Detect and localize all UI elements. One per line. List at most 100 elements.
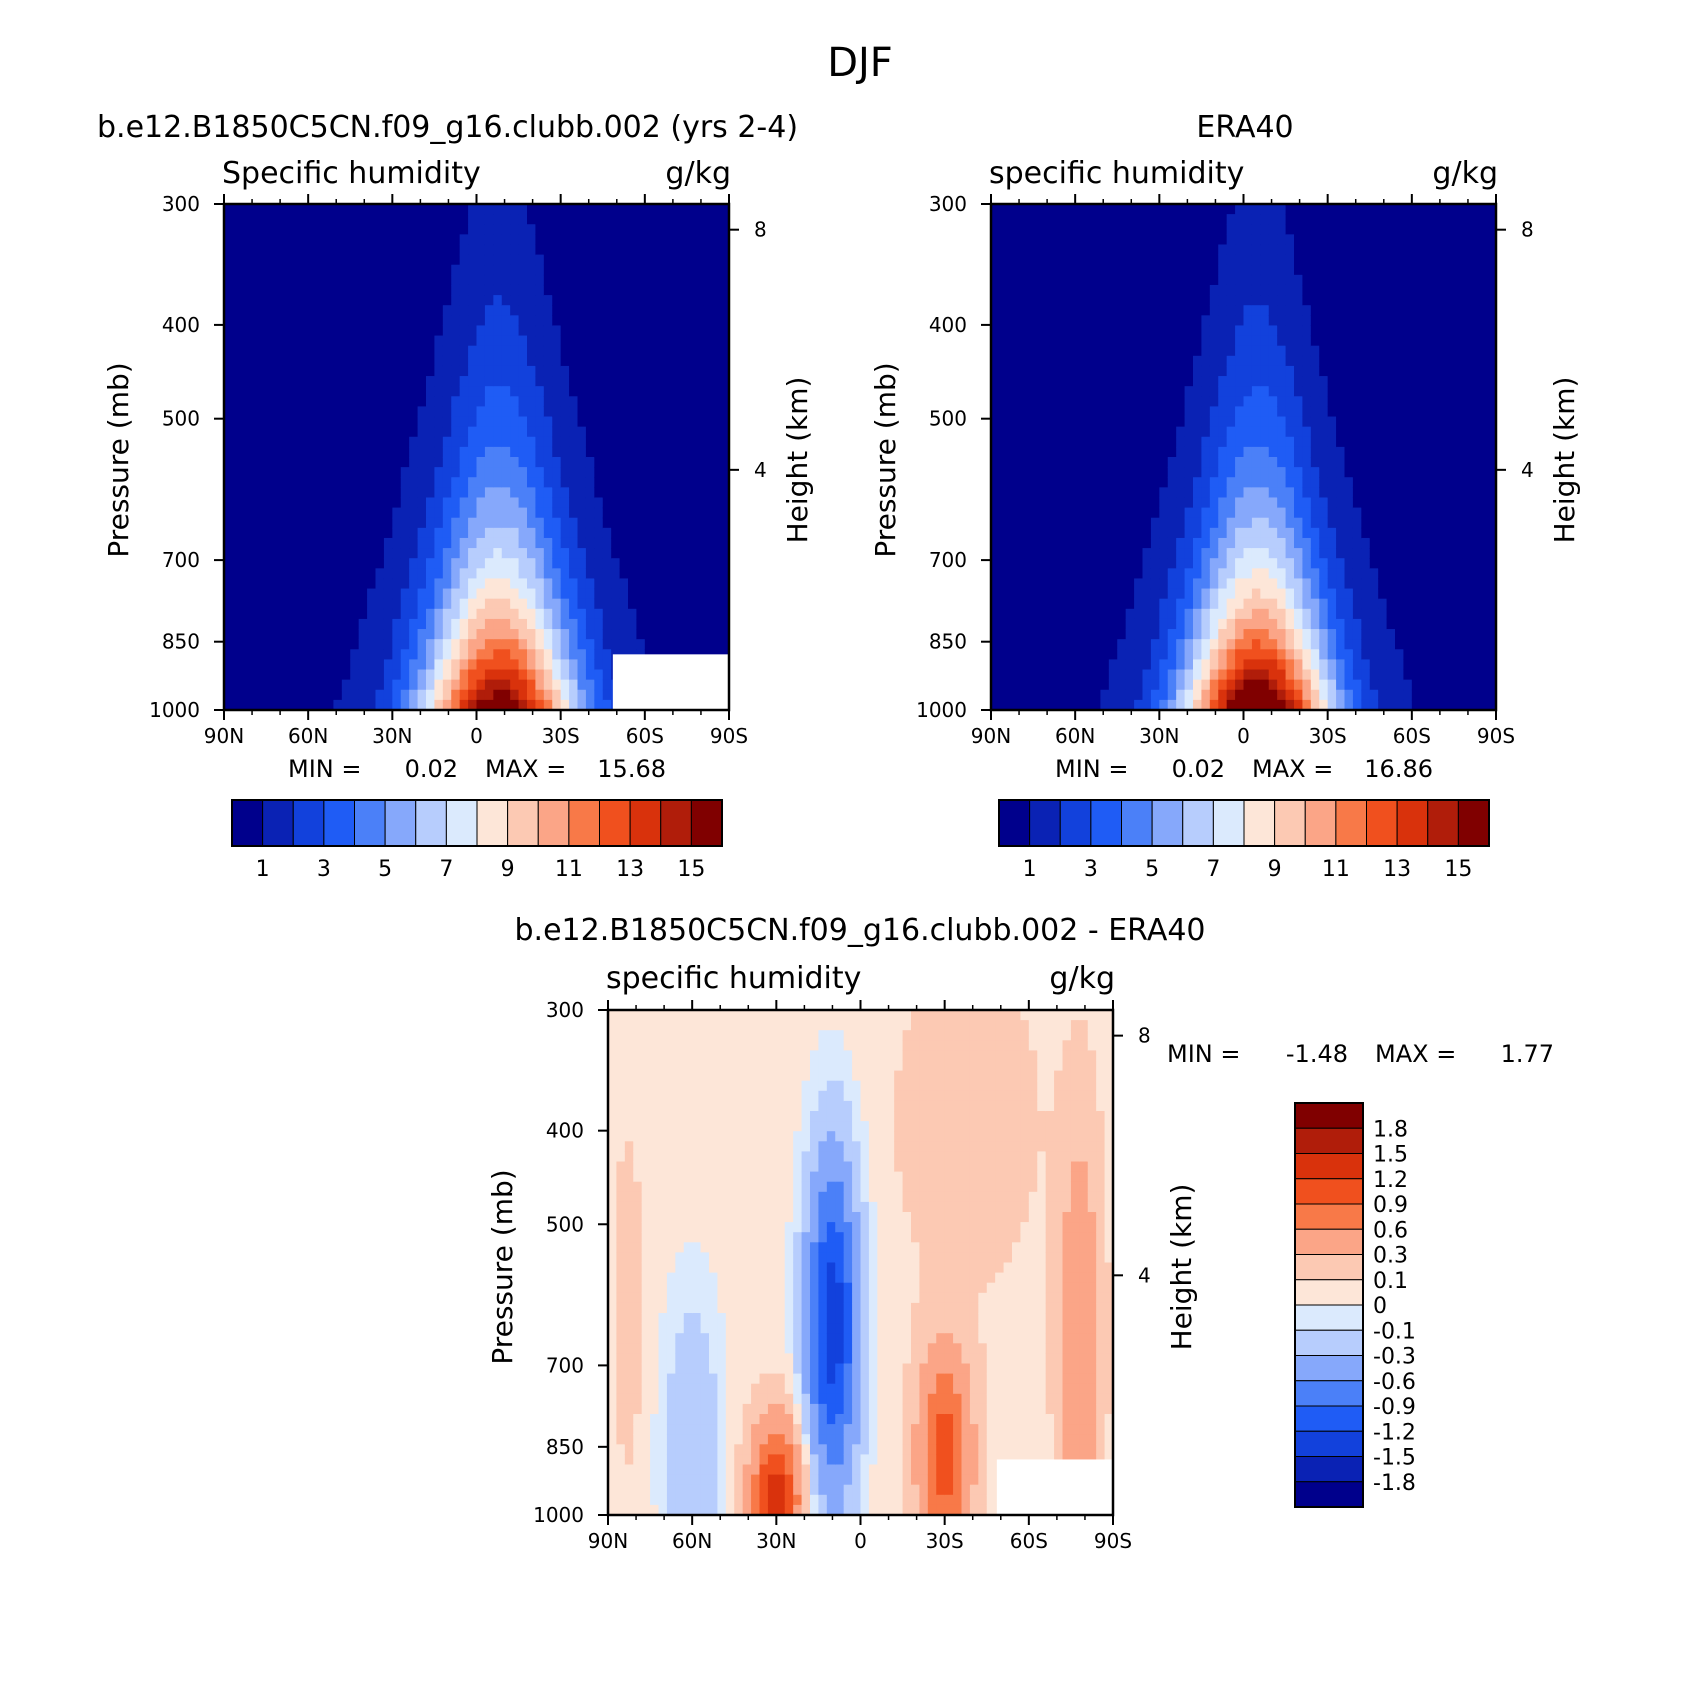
contour-cell bbox=[636, 639, 646, 650]
contour-cell bbox=[476, 436, 486, 448]
contour-cell bbox=[282, 426, 292, 438]
contour-cell bbox=[695, 588, 705, 600]
contour-cell bbox=[291, 335, 301, 347]
contour-cell bbox=[703, 396, 713, 407]
contour-cell bbox=[594, 315, 604, 327]
contour-cell bbox=[468, 639, 478, 650]
colorbar-swatch bbox=[231, 799, 264, 847]
contour-cell bbox=[1150, 406, 1160, 418]
contour-cell bbox=[316, 608, 326, 620]
contour-cell bbox=[991, 537, 1001, 549]
contour-cell bbox=[518, 416, 528, 428]
contour-cell bbox=[1024, 254, 1034, 266]
contour-cell bbox=[1075, 345, 1085, 357]
contour-cell bbox=[1142, 487, 1152, 499]
contour-cell bbox=[468, 649, 478, 660]
contour-cell bbox=[341, 517, 351, 529]
contour-cell bbox=[535, 386, 545, 397]
contour-cell bbox=[535, 295, 545, 306]
contour-cell bbox=[661, 618, 671, 630]
contour-cell bbox=[1007, 679, 1017, 691]
contour-cell bbox=[468, 365, 478, 377]
contour-cell bbox=[695, 345, 705, 357]
contour-cell bbox=[644, 376, 654, 387]
contour-cell bbox=[1243, 659, 1253, 671]
contour-cell bbox=[240, 578, 250, 590]
contour-cell bbox=[1184, 396, 1194, 407]
contour-cell bbox=[712, 406, 722, 418]
contour-cell bbox=[1066, 234, 1076, 246]
contour-cell bbox=[695, 264, 705, 276]
contour-cell bbox=[1184, 669, 1194, 681]
contour-cell bbox=[999, 578, 1009, 590]
contour-cell bbox=[1209, 224, 1219, 235]
contour-cell bbox=[451, 679, 461, 691]
contour-cell bbox=[316, 305, 326, 316]
contour-cell bbox=[1007, 204, 1017, 215]
contour-cell bbox=[434, 436, 444, 448]
contour-cell bbox=[484, 426, 494, 438]
contour-cell bbox=[434, 426, 444, 438]
contour-cell bbox=[249, 457, 259, 468]
contour-cell bbox=[484, 649, 494, 660]
contour-cell bbox=[1294, 467, 1304, 478]
contour-cell bbox=[661, 345, 671, 357]
contour-cell bbox=[1083, 345, 1093, 357]
contour-cell bbox=[409, 315, 419, 327]
contour-cell bbox=[299, 659, 309, 671]
contour-cell bbox=[459, 315, 469, 327]
contour-cell bbox=[468, 487, 478, 499]
contour-cell bbox=[569, 446, 579, 458]
contour-cell bbox=[484, 224, 494, 235]
contour-cell bbox=[375, 416, 385, 428]
contour-cell bbox=[266, 467, 276, 478]
contour-cell bbox=[434, 497, 444, 509]
contour-cell bbox=[266, 669, 276, 681]
contour-cell bbox=[257, 214, 267, 225]
contour-cell bbox=[1117, 254, 1127, 266]
contour-cell bbox=[1218, 548, 1228, 559]
contour-cell bbox=[1092, 274, 1102, 286]
contour-cell bbox=[476, 274, 486, 286]
contour-cell bbox=[1243, 406, 1253, 418]
contour-cell bbox=[602, 618, 612, 630]
contour-cell bbox=[510, 527, 520, 539]
contour-cell bbox=[1075, 355, 1085, 367]
contour-cell bbox=[594, 204, 604, 215]
contour-cell bbox=[1007, 436, 1017, 448]
contour-cell bbox=[1167, 436, 1177, 448]
contour-cell bbox=[468, 224, 478, 235]
contour-cell bbox=[1049, 214, 1059, 225]
contour-cell bbox=[299, 244, 309, 256]
contour-cell bbox=[1268, 355, 1278, 367]
contour-cell bbox=[358, 659, 368, 671]
contour-cell bbox=[350, 406, 360, 418]
contour-cell bbox=[670, 426, 680, 438]
contour-cell bbox=[661, 254, 671, 266]
contour-cell bbox=[1176, 264, 1186, 276]
contour-cell bbox=[991, 548, 1001, 559]
contour-cell bbox=[266, 457, 276, 468]
contour-cell bbox=[1142, 416, 1152, 428]
contour-cell bbox=[510, 568, 520, 580]
contour-cell bbox=[333, 608, 343, 620]
contour-cell bbox=[1184, 598, 1194, 610]
contour-cell bbox=[594, 598, 604, 610]
contour-cell bbox=[1167, 669, 1177, 681]
contour-cell bbox=[417, 477, 427, 488]
contour-cell bbox=[686, 274, 696, 286]
contour-cell bbox=[426, 699, 436, 711]
contour-cell bbox=[282, 659, 292, 671]
contour-cell bbox=[358, 284, 368, 296]
contour-cell bbox=[442, 325, 452, 337]
contour-cell bbox=[510, 669, 520, 681]
contour-cell bbox=[333, 376, 343, 387]
contour-cell bbox=[1058, 365, 1068, 377]
contour-cell bbox=[1294, 214, 1304, 225]
contour-cell bbox=[375, 406, 385, 418]
contour-cell bbox=[991, 608, 1001, 620]
contour-cell bbox=[686, 335, 696, 347]
contour-cell bbox=[274, 679, 284, 691]
contour-cell bbox=[720, 457, 730, 468]
contour-cell bbox=[1033, 214, 1043, 225]
